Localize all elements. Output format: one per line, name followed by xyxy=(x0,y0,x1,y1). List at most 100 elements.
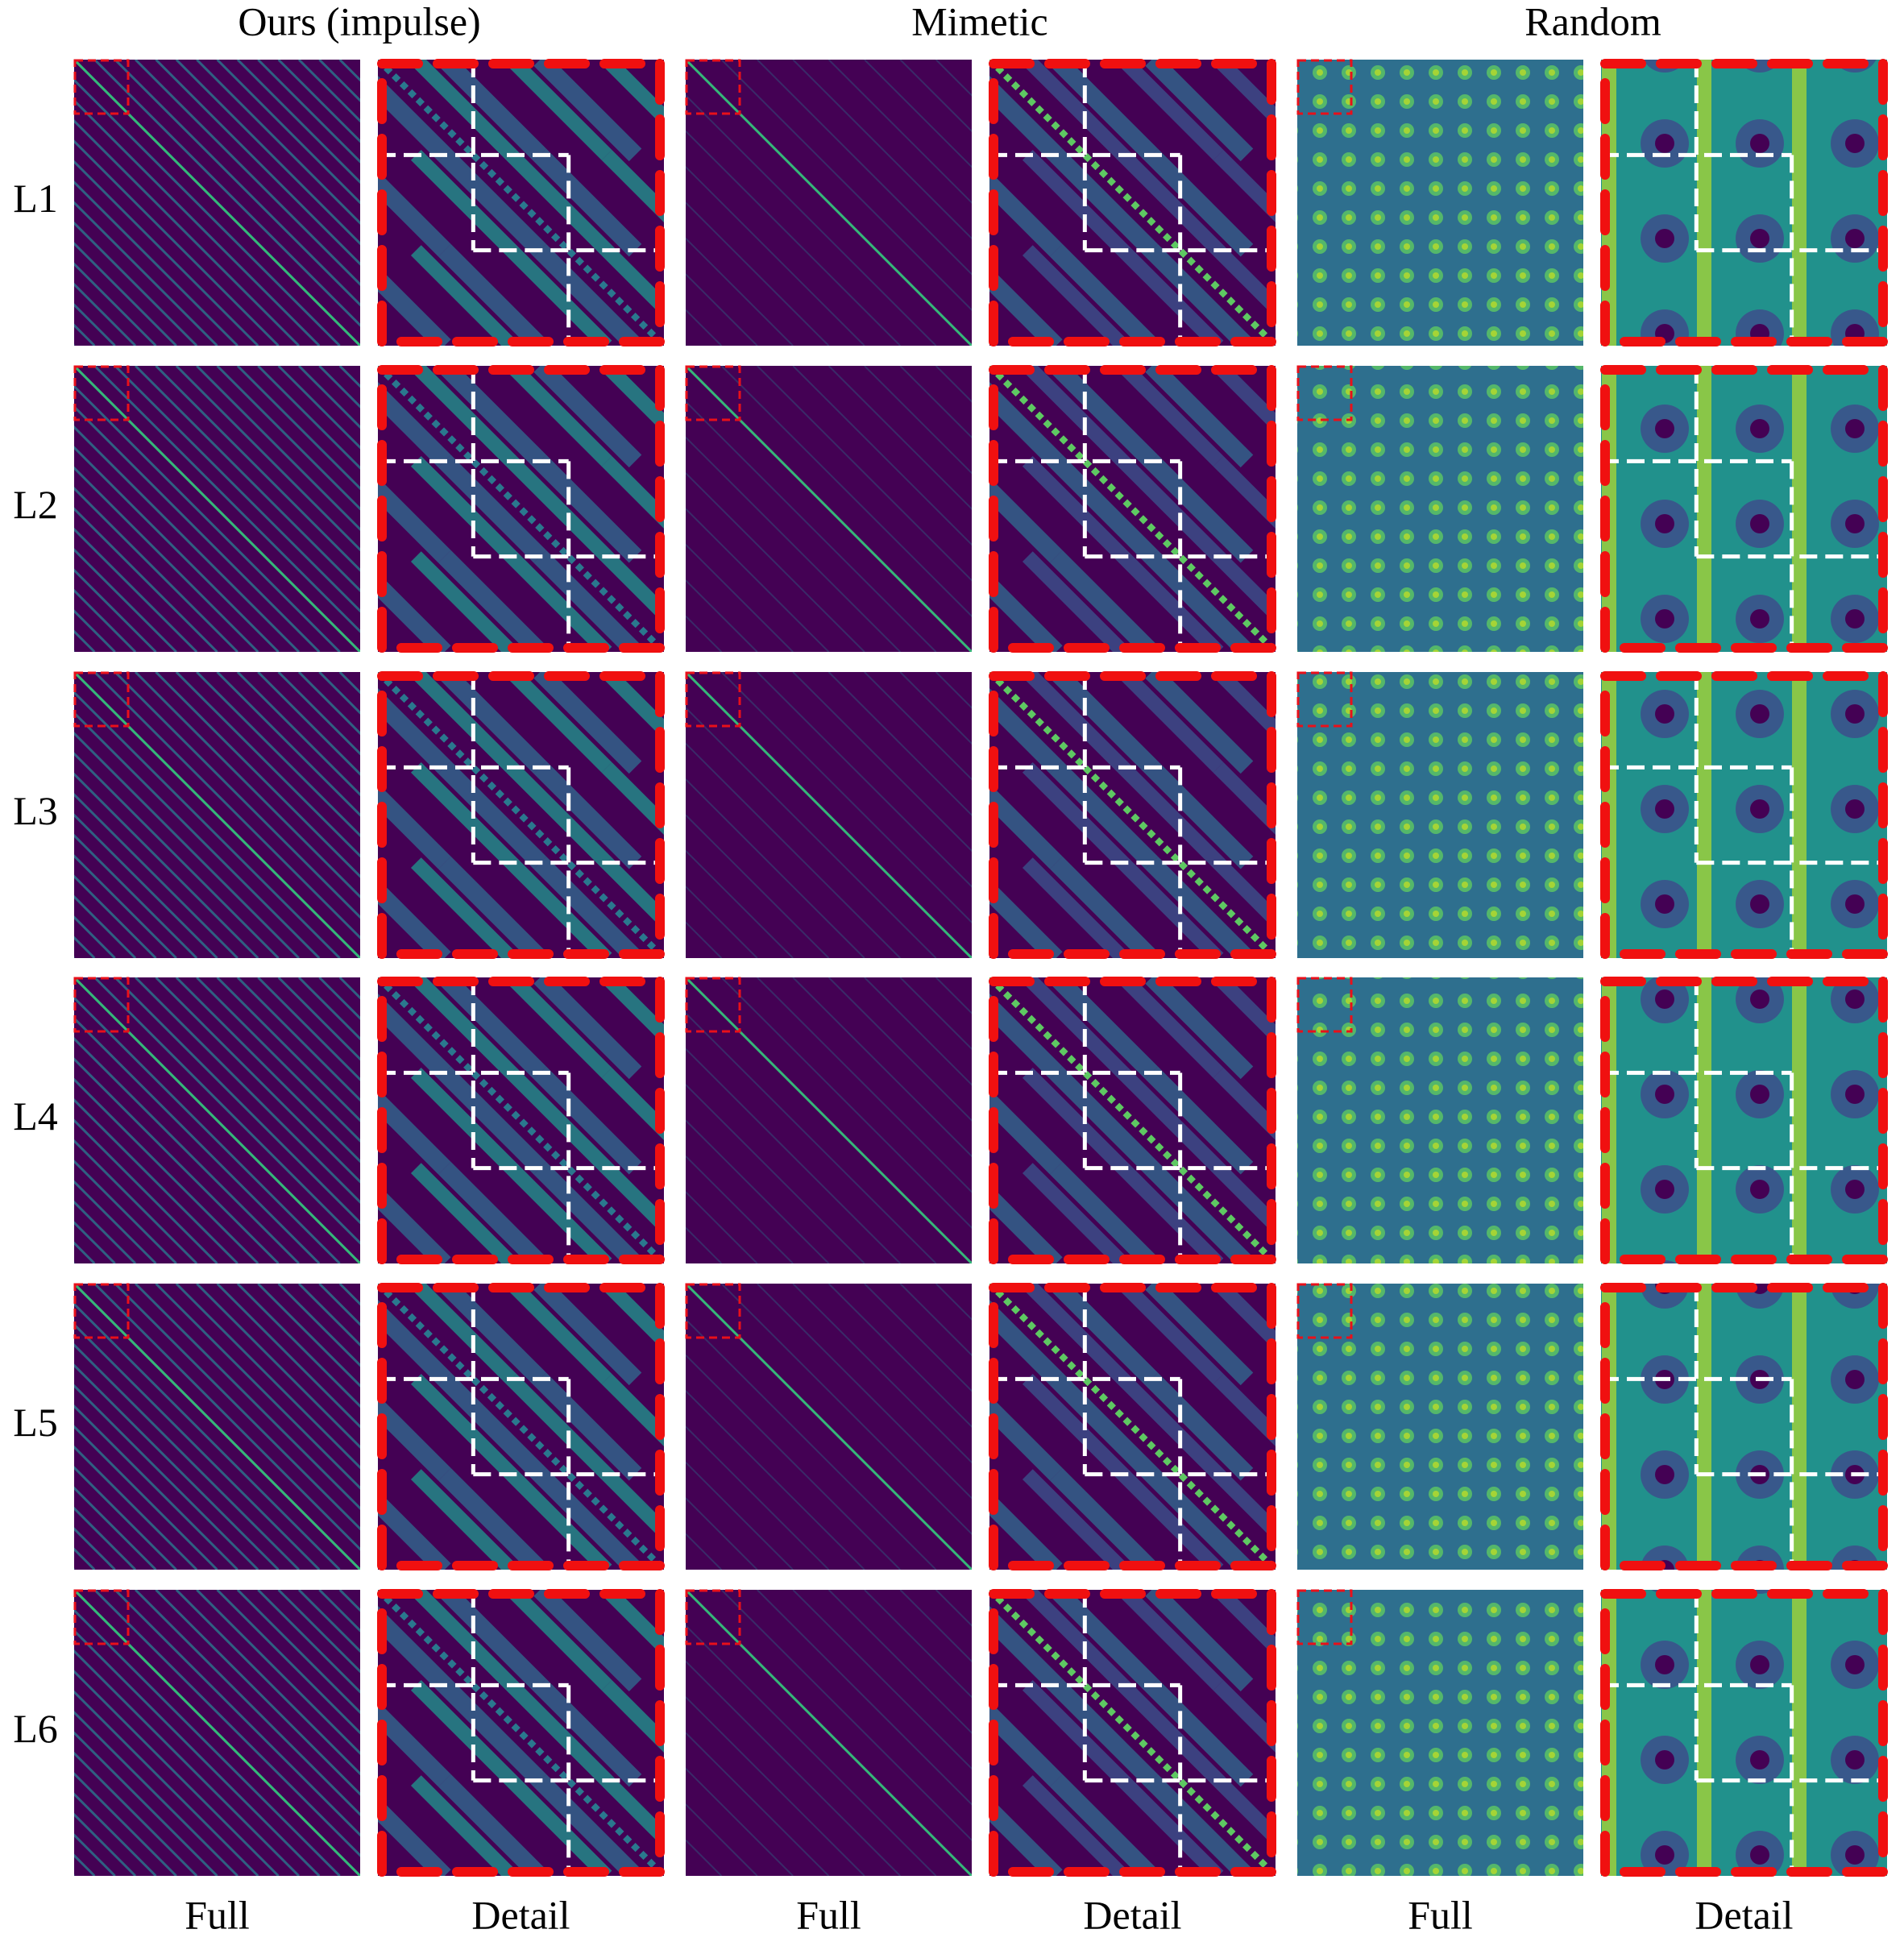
band xyxy=(1022,761,1129,869)
band xyxy=(601,455,664,529)
band xyxy=(1145,856,1254,958)
diagonal xyxy=(155,1590,360,1796)
diagonal xyxy=(828,60,972,204)
band xyxy=(1145,672,1254,774)
band xyxy=(378,381,451,468)
diagonal xyxy=(155,977,360,1184)
band xyxy=(1050,243,1158,346)
main-diagonal xyxy=(74,1284,360,1570)
zoom-border xyxy=(377,671,665,959)
band xyxy=(989,1490,1063,1570)
band xyxy=(438,977,546,1080)
band xyxy=(1022,1163,1129,1263)
diagonal xyxy=(74,1384,259,1570)
band xyxy=(438,761,546,869)
band xyxy=(438,60,546,162)
band xyxy=(1145,243,1254,346)
diagonal xyxy=(74,711,321,958)
detail-panel xyxy=(378,977,664,1263)
diagonal xyxy=(686,508,830,652)
diagonal xyxy=(757,672,972,888)
heatmap xyxy=(1297,977,1583,1263)
main-diagonal xyxy=(74,977,360,1263)
diagonal xyxy=(74,874,157,958)
band xyxy=(1213,1067,1276,1141)
band xyxy=(989,687,1063,774)
band xyxy=(1213,60,1276,127)
band xyxy=(601,551,664,624)
diagonal xyxy=(864,977,972,1086)
band xyxy=(1022,245,1129,346)
diagonal xyxy=(74,1466,177,1570)
diagonal xyxy=(114,672,360,919)
band xyxy=(601,245,664,318)
band xyxy=(378,878,451,958)
diagonal xyxy=(74,446,280,652)
diagonal xyxy=(686,1155,794,1263)
diagonal xyxy=(828,1590,972,1734)
full-panel xyxy=(1297,1284,1583,1570)
heatmap xyxy=(1297,1284,1583,1570)
band xyxy=(1213,1590,1276,1658)
diagonal xyxy=(74,1302,341,1570)
band xyxy=(989,171,1063,257)
diagonal xyxy=(74,1812,137,1876)
diagonal xyxy=(720,977,972,1230)
full-panel xyxy=(74,60,360,346)
diagonal xyxy=(74,1180,157,1263)
band xyxy=(533,856,642,958)
band xyxy=(1022,1590,1129,1691)
band xyxy=(506,245,612,346)
diagonal xyxy=(686,1354,901,1570)
row-label: L2 xyxy=(13,482,58,527)
band xyxy=(438,672,546,774)
diagonal xyxy=(74,282,137,346)
diagonal xyxy=(257,1590,360,1694)
diagonal xyxy=(899,1590,972,1663)
diagonal xyxy=(74,1670,280,1876)
main-diagonal xyxy=(686,1284,972,1570)
diagonal xyxy=(236,977,360,1102)
band xyxy=(1050,366,1158,468)
heatmap xyxy=(989,672,1276,958)
heatmap xyxy=(989,977,1276,1263)
diagonal xyxy=(686,778,865,958)
band xyxy=(1145,454,1254,563)
band xyxy=(1050,1372,1158,1481)
band xyxy=(533,672,642,774)
band xyxy=(1050,148,1158,257)
band xyxy=(533,1284,642,1386)
band xyxy=(601,149,664,223)
diagonal xyxy=(155,366,360,572)
diagonal xyxy=(74,1077,259,1263)
diagonal xyxy=(686,579,758,652)
band xyxy=(410,977,517,1078)
band xyxy=(1213,366,1276,434)
band xyxy=(533,148,642,257)
detail-panel xyxy=(378,366,664,652)
diagonal xyxy=(74,588,137,652)
band xyxy=(1118,857,1224,958)
zoom-border xyxy=(377,1283,665,1570)
diagonal xyxy=(686,1317,937,1570)
band xyxy=(506,1067,612,1174)
band xyxy=(533,243,642,346)
band xyxy=(438,1678,546,1787)
band xyxy=(410,149,517,256)
diagonal xyxy=(686,471,865,652)
band xyxy=(1145,977,1254,1080)
diagonal xyxy=(216,366,360,511)
zoom-border xyxy=(1600,1589,1888,1877)
zoom-box xyxy=(73,1589,130,1645)
band xyxy=(989,75,1063,162)
row-label: L5 xyxy=(13,1400,58,1445)
diagonal xyxy=(297,977,360,1041)
heatmap xyxy=(1601,366,1887,652)
diagonal xyxy=(792,60,972,240)
diagonal xyxy=(196,366,360,531)
diagonal xyxy=(175,1590,360,1776)
band xyxy=(378,1299,451,1386)
band xyxy=(1118,1775,1224,1876)
band xyxy=(1213,455,1276,529)
full-panel xyxy=(686,366,972,652)
